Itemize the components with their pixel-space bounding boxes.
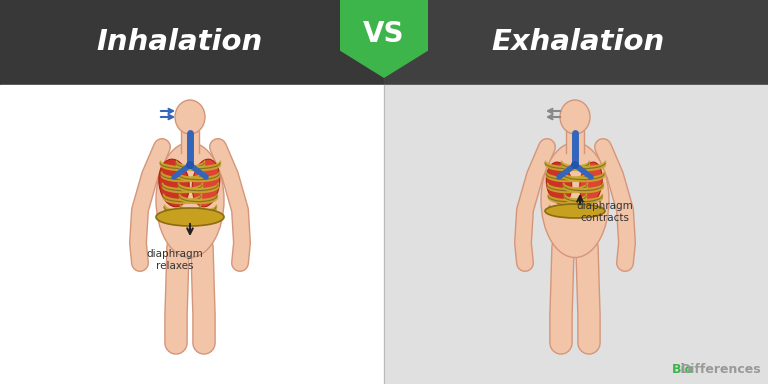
Text: Bio: Bio: [672, 363, 694, 376]
Text: Differences: Differences: [681, 363, 762, 376]
Text: VS: VS: [363, 20, 405, 48]
Ellipse shape: [175, 100, 205, 134]
Ellipse shape: [546, 162, 571, 204]
Text: Inhalation: Inhalation: [97, 28, 263, 56]
Text: diaphragm
relaxes: diaphragm relaxes: [147, 249, 204, 271]
Ellipse shape: [541, 142, 609, 258]
Polygon shape: [340, 0, 428, 78]
Ellipse shape: [560, 100, 590, 134]
Bar: [384, 85, 768, 384]
Ellipse shape: [159, 159, 189, 207]
Ellipse shape: [156, 208, 224, 226]
Text: Exhalation: Exhalation: [492, 28, 664, 56]
Bar: [384, 0, 768, 85]
Ellipse shape: [156, 142, 224, 258]
Bar: [566, 131, 584, 157]
Ellipse shape: [192, 159, 220, 207]
Bar: [0, 85, 384, 384]
Text: diaphragm
contracts: diaphragm contracts: [577, 201, 634, 223]
Ellipse shape: [545, 204, 605, 218]
Circle shape: [186, 161, 194, 169]
Bar: [181, 131, 199, 157]
Bar: [0, 0, 384, 85]
Circle shape: [571, 161, 579, 169]
Ellipse shape: [580, 162, 602, 204]
